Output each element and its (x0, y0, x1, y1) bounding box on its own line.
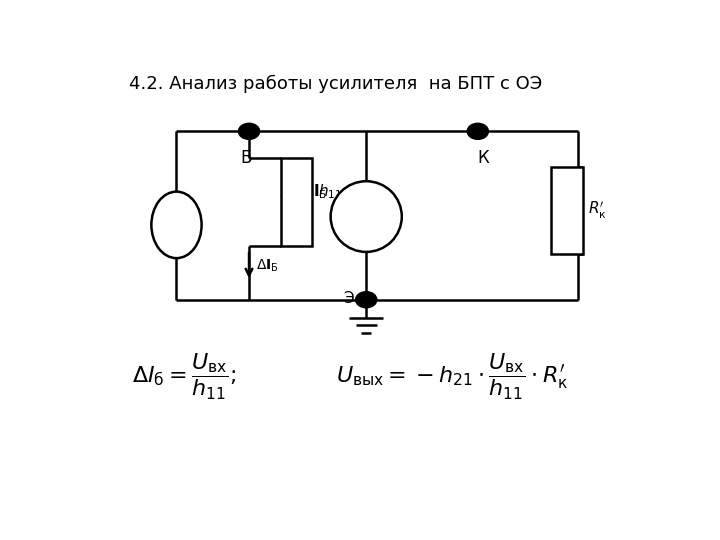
Text: $R_{\rm к}^{\prime}$: $R_{\rm к}^{\prime}$ (588, 200, 607, 221)
Text: $\Delta I_{\rm б} = \dfrac{U_{\rm вх}}{h_{11}}$;: $\Delta I_{\rm б} = \dfrac{U_{\rm вх}}{h… (132, 352, 236, 402)
Circle shape (239, 124, 259, 139)
Text: $h_{21}\Delta\mathbf{I}_{\rm Б}$: $h_{21}\Delta\mathbf{I}_{\rm Б}$ (279, 183, 328, 201)
Circle shape (359, 295, 373, 305)
Text: $\Delta\mathbf{I}_{\rm Б}$: $\Delta\mathbf{I}_{\rm Б}$ (256, 257, 279, 274)
Circle shape (356, 292, 377, 307)
Ellipse shape (151, 192, 202, 258)
Text: $h_{11}$: $h_{11}$ (318, 183, 342, 201)
Text: $U_{\rm вых} = -h_{21} \cdot \dfrac{U_{\rm вх}}{h_{11}} \cdot R_{\rm к}^{\prime}: $U_{\rm вых} = -h_{21} \cdot \dfrac{U_{\… (336, 352, 568, 402)
Text: 4.2. Анализ работы усилителя  на БПТ с ОЭ: 4.2. Анализ работы усилителя на БПТ с ОЭ (129, 75, 542, 93)
Bar (281, 158, 312, 246)
Bar (552, 167, 582, 254)
Ellipse shape (330, 181, 402, 252)
Text: Э: Э (343, 291, 354, 306)
Text: К: К (477, 149, 490, 167)
Circle shape (468, 124, 488, 139)
Text: Б: Б (240, 149, 252, 167)
